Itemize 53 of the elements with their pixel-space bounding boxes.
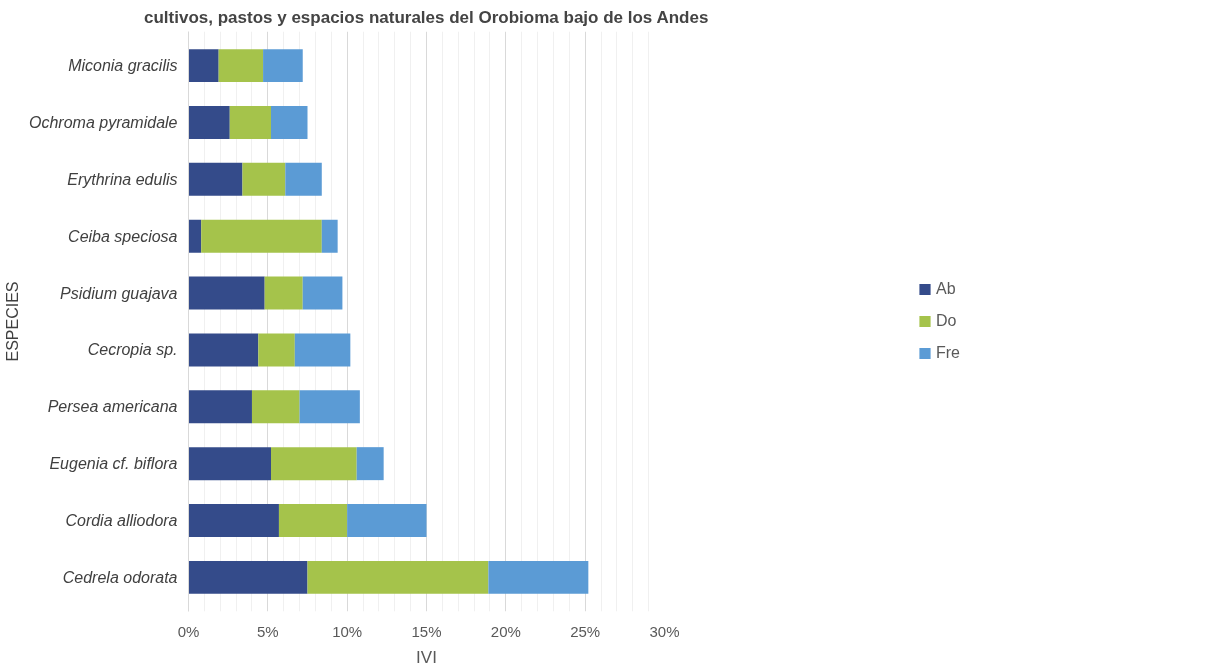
bar	[347, 504, 427, 538]
y-tick-label: Persea americana	[47, 398, 178, 416]
y-tick-label: Erythrina edulis	[67, 170, 178, 188]
x-tick-label: 10%	[332, 622, 363, 640]
x-tick-label: 15%	[411, 622, 442, 640]
bar	[201, 219, 322, 253]
bar	[188, 276, 265, 310]
x-tick-label: 0%	[177, 622, 200, 640]
y-tick-label: Psidium guajava	[60, 284, 178, 302]
bar	[299, 390, 360, 424]
x-tick-label: 5%	[256, 622, 279, 640]
bar	[188, 105, 230, 139]
bar	[488, 560, 589, 594]
bar	[188, 333, 259, 367]
y-tick-label: Cedrela odorata	[62, 568, 178, 586]
bar	[258, 333, 295, 367]
bar	[263, 49, 303, 83]
y-tick-label: Ochroma pyramidale	[29, 113, 178, 131]
bar	[271, 447, 357, 481]
bar	[302, 276, 343, 310]
bar	[356, 447, 384, 481]
bar	[251, 390, 300, 424]
x-tick-label: 30%	[649, 622, 680, 640]
y-tick-label: Miconia gracilis	[68, 57, 178, 75]
bar	[278, 504, 348, 538]
y-tick-label: Eugenia cf. biflora	[49, 455, 178, 473]
x-axis-title: IVI	[416, 647, 437, 667]
legend-label: Do	[936, 312, 957, 330]
legend-label: Fre	[936, 344, 960, 362]
bar	[307, 560, 489, 594]
bar	[188, 560, 308, 594]
bar	[218, 49, 264, 83]
y-tick-label: Cordia alliodora	[65, 512, 178, 530]
bar	[321, 219, 338, 253]
bar	[188, 447, 272, 481]
bar	[188, 390, 252, 424]
y-tick-label: Cecropia sp.	[87, 341, 178, 359]
bar	[188, 49, 219, 83]
bar	[294, 333, 351, 367]
bar	[271, 105, 308, 139]
x-tick-label: 20%	[490, 622, 521, 640]
bar	[188, 219, 202, 253]
bar	[229, 105, 272, 139]
y-axis-title: ESPECIES	[4, 281, 21, 362]
bar	[285, 162, 322, 196]
chart-title: cultivos, pastos y espacios naturales del Orobioma bajo de los Andes	[144, 7, 709, 27]
legend-label: Ab	[936, 280, 956, 298]
bar	[242, 162, 286, 196]
bar	[188, 162, 243, 196]
x-tick-label: 25%	[570, 622, 601, 640]
bar	[188, 504, 279, 538]
y-tick-label: Ceiba speciosa	[68, 227, 178, 245]
bar	[264, 276, 303, 310]
